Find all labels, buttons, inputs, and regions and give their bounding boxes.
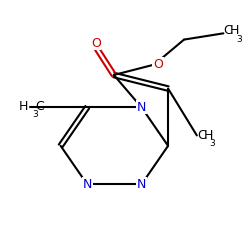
Text: 3: 3 xyxy=(210,139,215,148)
Text: N: N xyxy=(137,101,146,114)
Text: H: H xyxy=(19,100,28,112)
Text: H: H xyxy=(230,24,239,37)
Text: C: C xyxy=(197,129,205,142)
Text: O: O xyxy=(153,58,163,71)
Text: N: N xyxy=(137,178,146,191)
Text: O: O xyxy=(91,36,101,50)
Text: C: C xyxy=(224,24,232,37)
Text: 3: 3 xyxy=(236,34,242,43)
Text: H: H xyxy=(203,129,213,142)
Text: 3: 3 xyxy=(32,110,38,119)
Text: N: N xyxy=(82,178,92,191)
Text: C: C xyxy=(35,100,44,112)
